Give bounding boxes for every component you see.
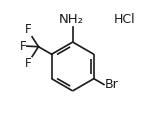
Text: Br: Br: [104, 78, 118, 91]
Text: F: F: [20, 40, 26, 53]
Text: NH₂: NH₂: [59, 13, 84, 26]
Text: HCl: HCl: [114, 13, 136, 27]
Text: F: F: [25, 57, 31, 70]
Text: F: F: [25, 23, 31, 37]
